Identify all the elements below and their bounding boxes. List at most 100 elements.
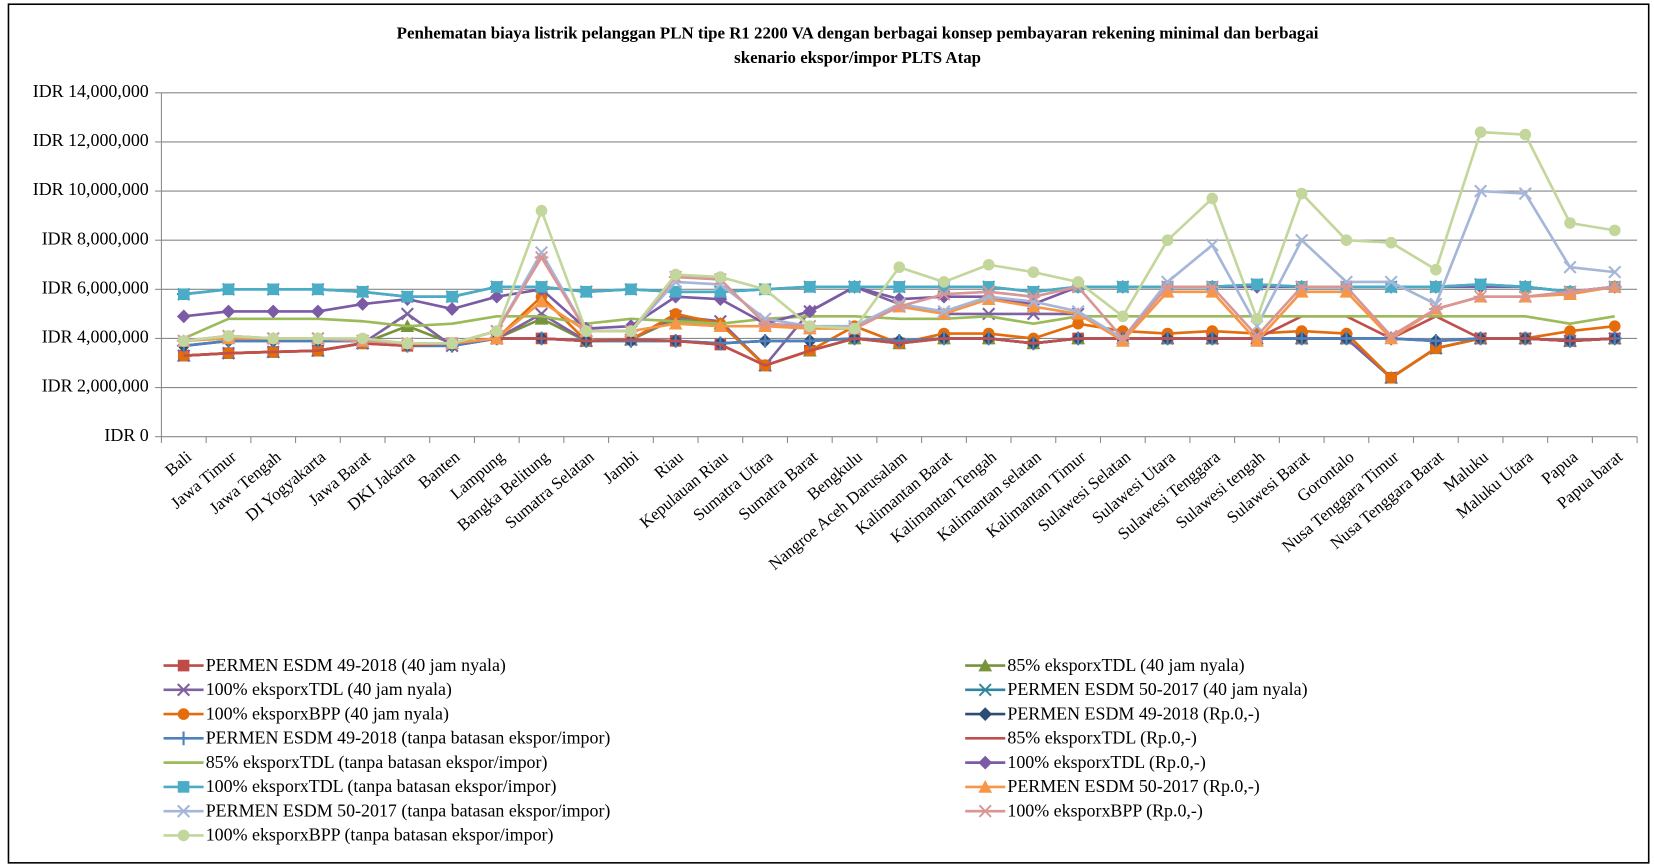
y-tick-label: IDR 2,000,000 xyxy=(42,376,149,396)
data-point xyxy=(982,258,995,271)
data-point xyxy=(982,281,995,293)
data-point xyxy=(490,281,503,293)
legend-label: 100% eksporxBPP (tanpa batasan ekspor/im… xyxy=(206,825,554,846)
data-point xyxy=(490,325,503,337)
data-point xyxy=(1250,334,1264,347)
data-point xyxy=(1519,128,1532,141)
data-point xyxy=(1430,281,1442,293)
data-point xyxy=(401,290,414,303)
data-point xyxy=(1563,287,1577,301)
legend-label: 85% eksporxTDL (Rp.0,-) xyxy=(1007,728,1196,749)
data-point xyxy=(489,289,504,304)
legend-marker xyxy=(177,659,190,672)
y-tick-label: IDR 0 xyxy=(104,425,148,445)
data-point xyxy=(893,261,906,274)
legend-marker xyxy=(978,658,993,672)
data-point xyxy=(1384,331,1399,345)
legend-label: PERMEN ESDM 50-2017 (tanpa batasan ekspo… xyxy=(206,800,611,821)
data-point xyxy=(1384,275,1398,289)
data-point xyxy=(177,288,190,301)
data-point xyxy=(1206,192,1219,205)
data-point xyxy=(1161,234,1174,246)
data-point xyxy=(1251,312,1263,325)
legend-label: PERMEN ESDM 50-2017 (Rp.0,-) xyxy=(1007,776,1259,797)
data-point xyxy=(625,283,637,296)
data-point xyxy=(758,334,772,348)
data-point xyxy=(446,337,458,350)
data-point xyxy=(1205,238,1219,252)
data-point xyxy=(1474,278,1487,291)
series xyxy=(183,315,1615,367)
data-point xyxy=(1294,331,1309,346)
data-point xyxy=(1608,224,1621,237)
data-point xyxy=(937,304,951,318)
data-point xyxy=(892,334,907,348)
data-point xyxy=(1071,307,1085,320)
data-point xyxy=(1430,263,1442,276)
data-point xyxy=(1117,281,1129,293)
data-point xyxy=(1115,334,1130,347)
legend-marker xyxy=(978,780,993,793)
data-point xyxy=(311,304,325,319)
data-point xyxy=(1205,284,1220,298)
y-tick-label: IDR 8,000,000 xyxy=(42,228,149,248)
data-point xyxy=(669,308,682,320)
data-point xyxy=(1250,329,1264,343)
data-point xyxy=(1385,371,1397,384)
data-point xyxy=(400,307,414,321)
data-point xyxy=(489,331,504,345)
data-point xyxy=(848,322,861,335)
legend-label: 100% eksporxTDL (Rp.0,-) xyxy=(1007,752,1205,773)
chart-title: Penhematan biaya listrik pelanggan PLN t… xyxy=(397,24,1319,43)
data-point xyxy=(1339,284,1354,298)
data-point xyxy=(580,285,593,298)
data-point xyxy=(1294,280,1309,294)
data-point xyxy=(1518,186,1532,201)
data-point xyxy=(759,283,771,296)
data-point xyxy=(892,300,907,313)
legend-label: PERMEN ESDM 49-2018 (tanpa batasan ekspo… xyxy=(206,728,611,749)
data-point xyxy=(1564,217,1576,229)
data-point xyxy=(1564,325,1576,337)
data-point xyxy=(446,290,458,303)
data-point xyxy=(893,281,906,293)
data-point xyxy=(625,325,637,337)
data-point xyxy=(1026,290,1041,304)
legend-marker xyxy=(177,683,191,697)
data-point xyxy=(534,250,549,264)
data-point xyxy=(669,268,682,281)
data-point xyxy=(758,317,772,331)
data-point xyxy=(1206,325,1219,337)
series-line xyxy=(183,315,1615,367)
data-point xyxy=(1430,342,1442,355)
data-point xyxy=(1027,266,1040,278)
data-point xyxy=(580,325,593,337)
legend-label: 100% eksporxTDL (tanpa batasan ekspor/im… xyxy=(206,776,557,797)
data-point xyxy=(802,304,817,319)
legend-marker xyxy=(177,708,190,720)
data-point xyxy=(222,283,235,296)
y-tick-label: IDR 4,000,000 xyxy=(42,327,149,347)
data-point xyxy=(221,304,236,319)
data-point xyxy=(938,276,950,288)
y-tick-label: IDR 12,000,000 xyxy=(33,130,149,150)
data-point xyxy=(1518,290,1533,304)
series xyxy=(183,315,1615,340)
legend-marker xyxy=(978,683,993,697)
legend-marker xyxy=(177,829,190,842)
data-point xyxy=(1295,187,1308,200)
data-point xyxy=(1429,334,1443,348)
data-point xyxy=(1339,280,1354,294)
data-point xyxy=(401,337,414,350)
data-point xyxy=(1026,299,1041,313)
data-point xyxy=(1294,284,1309,298)
legend-label: PERMEN ESDM 49-2018 (40 jam nyala) xyxy=(206,655,506,676)
data-point xyxy=(713,319,728,332)
data-point xyxy=(1385,281,1397,293)
data-point xyxy=(1026,295,1040,309)
data-point xyxy=(1473,290,1488,304)
data-point xyxy=(267,332,280,345)
data-point xyxy=(804,320,816,332)
data-point xyxy=(1115,331,1130,345)
data-point xyxy=(177,335,190,347)
